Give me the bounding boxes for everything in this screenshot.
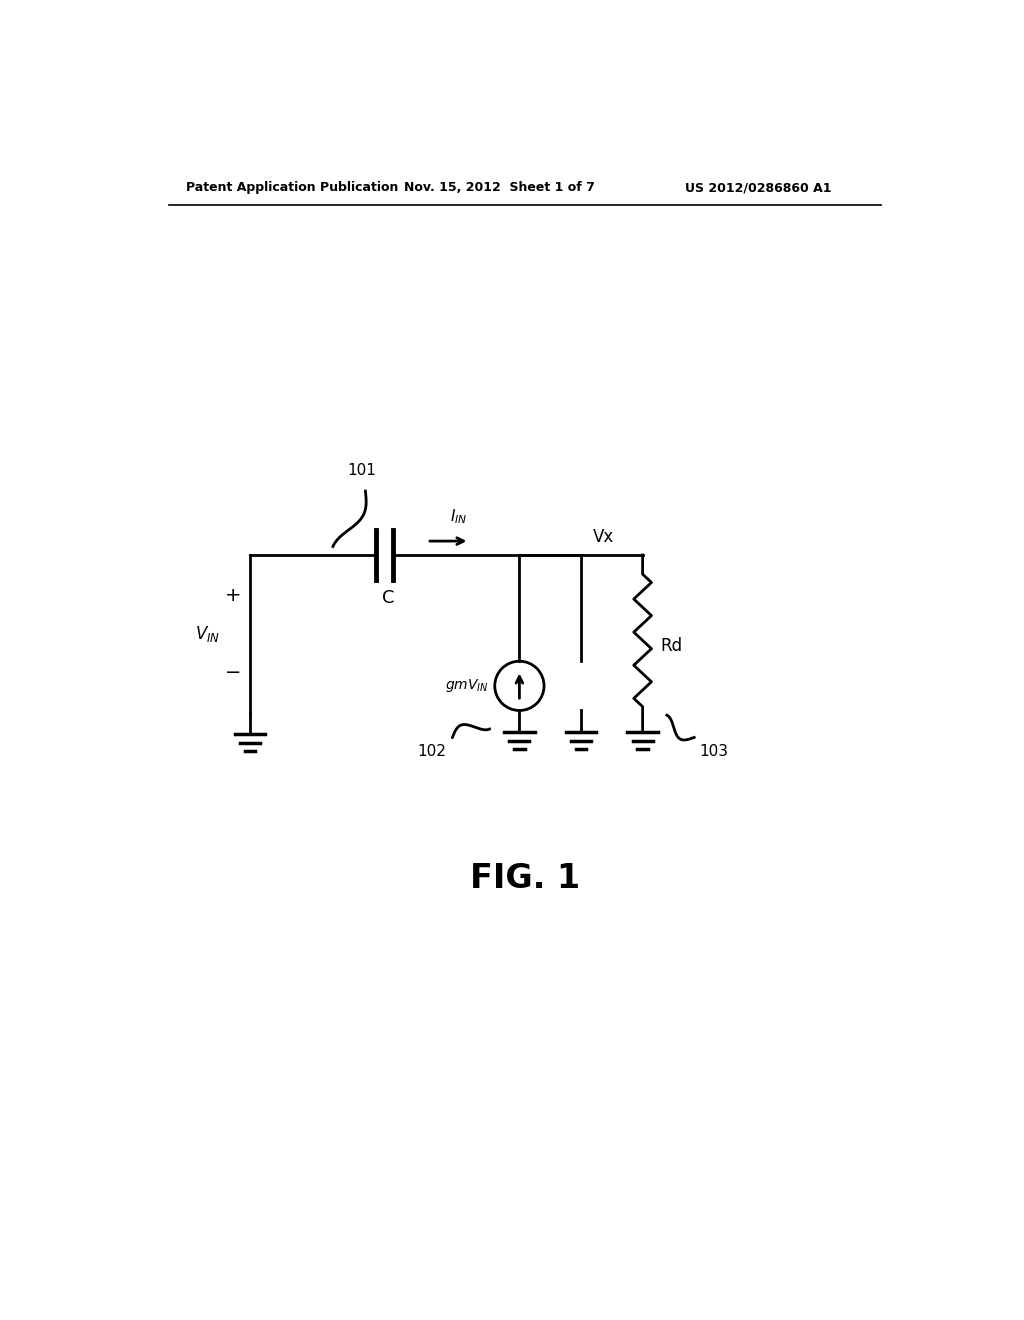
Text: 103: 103 — [698, 743, 728, 759]
Text: Patent Application Publication: Patent Application Publication — [186, 181, 398, 194]
Text: Nov. 15, 2012  Sheet 1 of 7: Nov. 15, 2012 Sheet 1 of 7 — [403, 181, 595, 194]
Text: +: + — [224, 586, 242, 605]
Text: US 2012/0286860 A1: US 2012/0286860 A1 — [685, 181, 831, 194]
Text: 102: 102 — [418, 743, 446, 759]
Text: C: C — [382, 589, 395, 607]
Text: Vx: Vx — [593, 528, 613, 545]
Text: $V_{IN}$: $V_{IN}$ — [195, 624, 220, 644]
Text: 101: 101 — [347, 463, 376, 478]
Text: $gmV_{IN}$: $gmV_{IN}$ — [444, 677, 488, 694]
Text: −: − — [225, 663, 242, 682]
Text: $I_{IN}$: $I_{IN}$ — [451, 508, 467, 527]
Text: Rd: Rd — [660, 638, 683, 655]
Text: FIG. 1: FIG. 1 — [470, 862, 580, 895]
